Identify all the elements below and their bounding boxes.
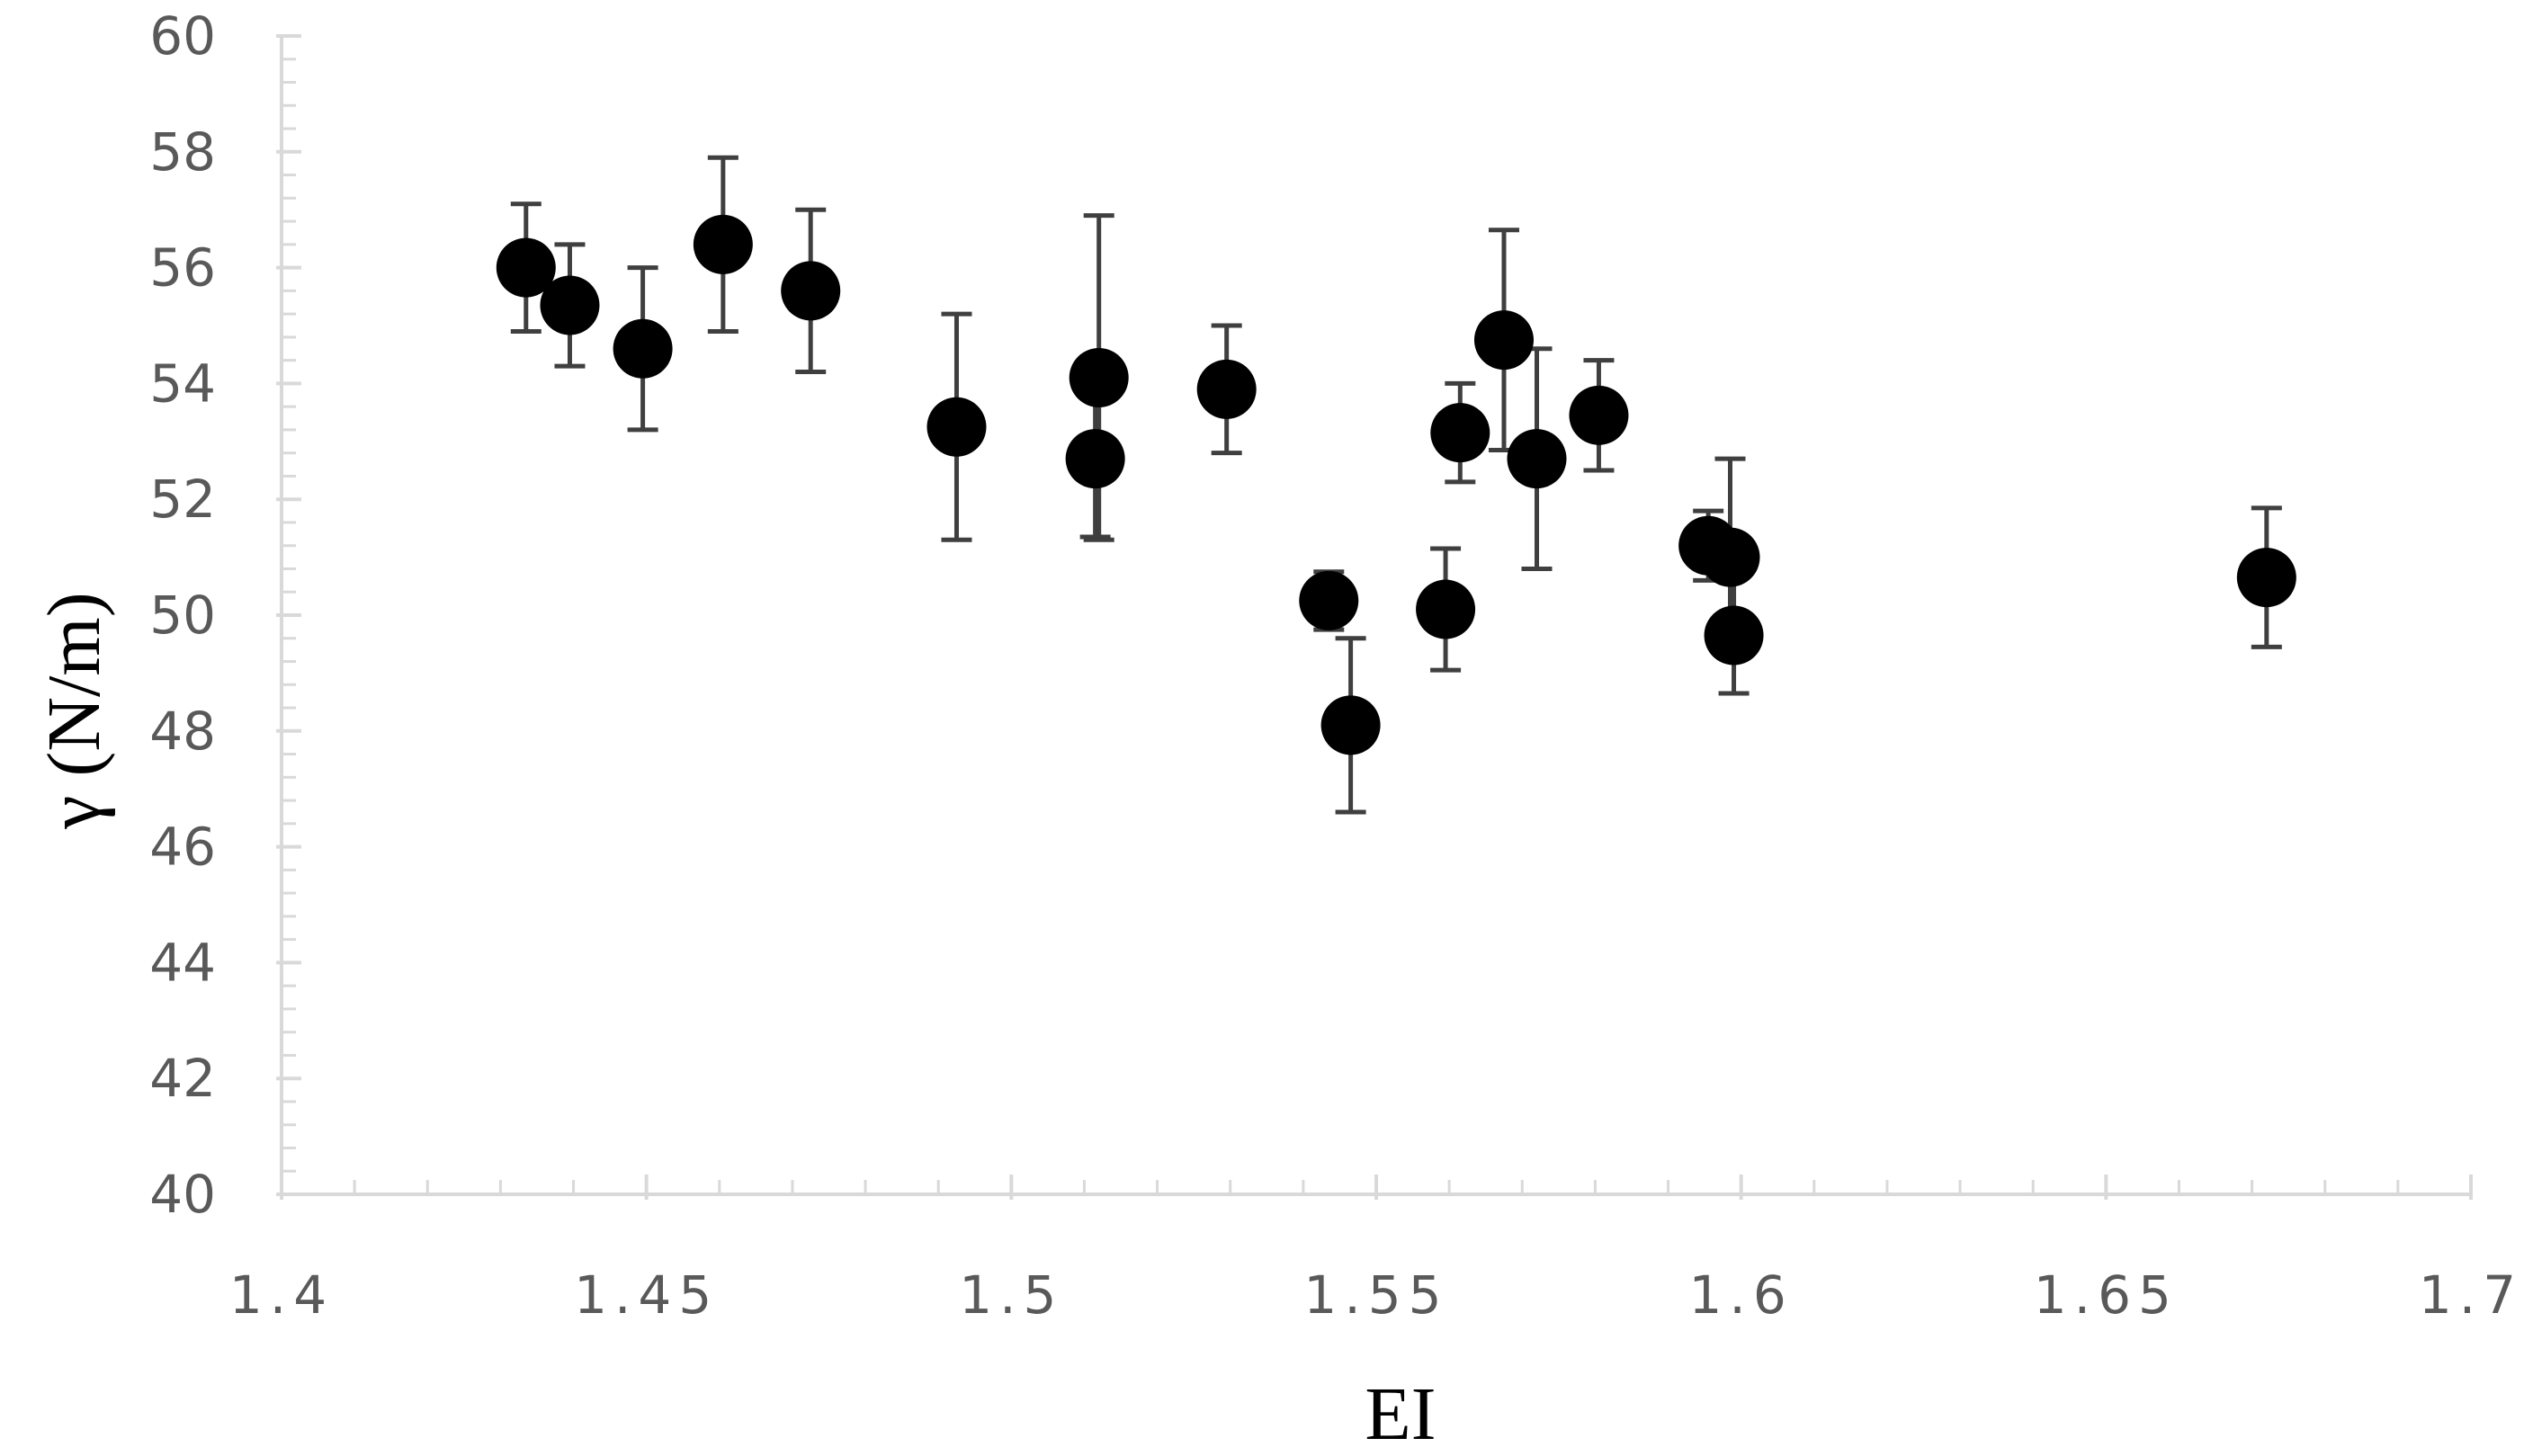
x-tick-label: 1.4: [229, 1264, 334, 1326]
data-point: [1320, 695, 1381, 755]
y-axis-title: γ (N/m): [32, 592, 116, 829]
x-tick-label: 1.45: [574, 1264, 719, 1326]
data-point: [926, 397, 987, 457]
x-tick-label: 1.65: [2034, 1264, 2179, 1326]
y-tick-label: 52: [149, 469, 216, 530]
data-point: [1473, 310, 1534, 371]
x-tick-label: 1.55: [1303, 1264, 1448, 1326]
data-point: [1569, 385, 1629, 445]
y-tick-label: 56: [149, 237, 216, 299]
y-tick-label: 48: [149, 701, 216, 762]
y-tick-label: 42: [149, 1048, 216, 1109]
x-tick-label: 1.6: [1689, 1264, 1794, 1326]
y-tick-label: 54: [149, 353, 216, 414]
data-point: [1299, 570, 1359, 630]
y-tick-label: 60: [149, 5, 216, 67]
y-tick-label: 46: [149, 817, 216, 878]
y-tick-label: 50: [149, 585, 216, 646]
data-point: [1700, 527, 1760, 587]
data-markers: [496, 214, 2296, 755]
x-tick-label: 1.5: [959, 1264, 1063, 1326]
data-point: [2236, 548, 2296, 608]
x-axis: 1.4 1.45 1.5 1.55 1.6 1.65 1.7: [229, 1175, 2523, 1326]
x-axis-title: EI: [1365, 1372, 1436, 1456]
data-point: [781, 261, 841, 321]
data-point: [1507, 429, 1567, 489]
y-tick-label: 40: [149, 1164, 216, 1225]
data-point: [1430, 403, 1490, 463]
y-tick-label: 44: [149, 932, 216, 993]
data-point: [540, 275, 600, 335]
data-point: [1065, 429, 1125, 489]
data-point: [1196, 359, 1257, 419]
y-tick-label: 58: [149, 121, 216, 183]
x-tick-label: 1.7: [2419, 1264, 2523, 1326]
data-point: [1069, 347, 1129, 407]
error-bars: [510, 155, 2282, 815]
data-point: [693, 214, 753, 274]
data-point: [496, 237, 556, 298]
axis-titles: EI γ (N/m): [32, 592, 1437, 1456]
data-point: [1416, 579, 1476, 639]
data-point: [1704, 605, 1764, 665]
y-axis: 40 42 44 46 48 50 52 54 56 58 60: [149, 5, 301, 1225]
data-point: [613, 318, 673, 379]
